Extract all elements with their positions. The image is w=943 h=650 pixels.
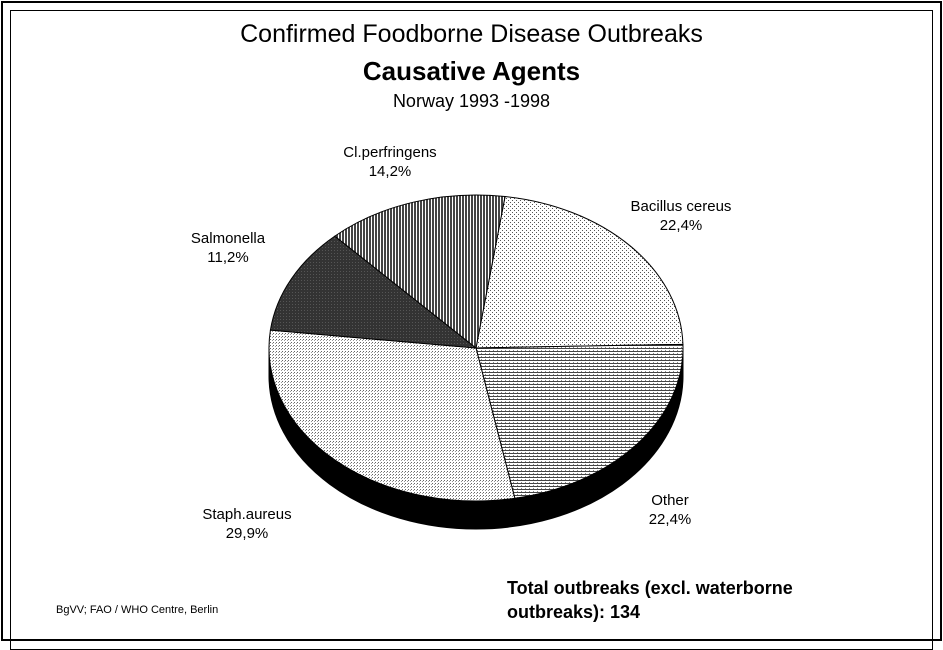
chart-title: Confirmed Foodborne Disease Outbreaks [240, 20, 703, 48]
label-bacillus-cereus-value: 22,4% [659, 217, 703, 234]
label-cl-perfringens-value: 14,2% [368, 163, 412, 180]
label-salmonella: Salmonella 11,2% [168, 229, 288, 267]
label-staph-aureus-name: Staph.aureus [202, 506, 292, 523]
label-bacillus-cereus: Bacillus cereus 22,4% [606, 197, 756, 235]
total-outbreaks-note: Total outbreaks (excl. waterborne outbre… [507, 576, 927, 624]
label-salmonella-value: 11,2% [207, 249, 249, 266]
chart-subtitle: Causative Agents [362, 56, 581, 86]
source-credit: BgVV; FAO / WHO Centre, Berlin [56, 604, 219, 616]
label-staph-aureus: Staph.aureus 29,9% [187, 505, 307, 543]
pie-slice-cl-perfringens [333, 194, 506, 349]
chart-subtitle-years: Norway 1993 -1998 [392, 91, 551, 111]
total-line-1: Total outbreaks (excl. waterborne [507, 578, 793, 598]
label-cl-perfringens: Cl.perfringens 14,2% [320, 143, 460, 181]
pie-chart [268, 194, 684, 530]
label-bacillus-cereus-name: Bacillus cereus [630, 198, 732, 215]
pie-slice-salmonella [269, 235, 478, 349]
pie-slice-staph-aureus [268, 329, 516, 502]
pie-slice-other [475, 343, 684, 499]
label-cl-perfringens-name: Cl.perfringens [343, 144, 437, 161]
total-line-2: outbreaks): 134 [507, 602, 641, 622]
pie-slice-bacillus-cereus [475, 195, 684, 349]
label-other-value: 22,4% [648, 511, 692, 528]
label-staph-aureus-value: 29,9% [225, 525, 269, 542]
label-other: Other 22,4% [620, 491, 720, 529]
label-other-name: Other [651, 492, 689, 509]
label-salmonella-name: Salmonella [190, 230, 266, 247]
